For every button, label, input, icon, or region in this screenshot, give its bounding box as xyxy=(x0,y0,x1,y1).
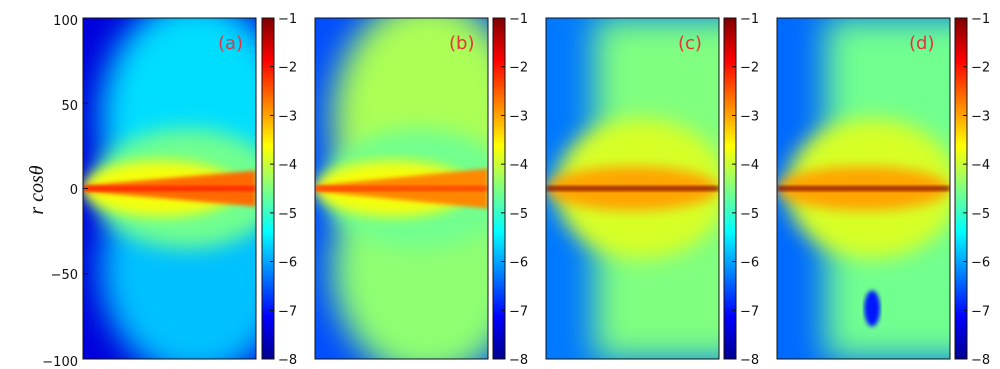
colorbar-tick-label: −7 xyxy=(971,304,990,319)
colorbar-tick-label: −1 xyxy=(278,12,297,27)
y-tick-label: 100 xyxy=(53,14,78,29)
colorbar-tick-label: −3 xyxy=(278,109,297,124)
colorbar-tick-label: −2 xyxy=(509,61,528,76)
y-axis-label: r cosθ xyxy=(26,165,48,214)
colorbar-c: −1 −2 −3 −4 −5 −6 −7 −8 xyxy=(723,12,759,368)
colorbar-tick-label: −6 xyxy=(278,256,297,271)
midplane-layer xyxy=(546,186,719,191)
colorbar-tick-label: −2 xyxy=(278,61,297,76)
panel-a xyxy=(82,17,257,360)
colorbar-gradient xyxy=(954,17,968,360)
midplane-layer xyxy=(777,186,950,191)
colorbar-tick-label: −2 xyxy=(971,61,990,76)
colorbar-tick-label: −1 xyxy=(509,12,528,27)
colorbar-tick-label: −2 xyxy=(740,61,759,76)
panel-b xyxy=(314,17,489,360)
colorbar-tick-label: −8 xyxy=(740,353,759,368)
colorbar-tick-label: −7 xyxy=(509,304,528,319)
colorbar-tick-label: −7 xyxy=(278,304,297,319)
colorbar-tick-label: −4 xyxy=(740,158,759,173)
colorbar-gradient xyxy=(723,17,737,360)
colorbar-tick-label: −5 xyxy=(278,207,297,222)
colorbar-tick-label: −6 xyxy=(971,256,990,271)
colorbar-tick-label: −1 xyxy=(740,12,759,27)
colorbar-tick-label: −5 xyxy=(740,207,759,222)
y-axis: 100 50 0 −50 −100 xyxy=(42,14,78,369)
colorbar-tick-label: −3 xyxy=(740,109,759,124)
colorbar-tick-label: −8 xyxy=(278,353,297,368)
colorbar-gradient xyxy=(261,17,275,360)
colorbar-tick-label: −5 xyxy=(509,207,528,222)
colorbar-tick-label: −6 xyxy=(740,256,759,271)
panel-label-a: (a) xyxy=(218,33,243,54)
low-density-pocket xyxy=(864,290,881,327)
colorbar-gradient xyxy=(492,17,506,360)
colorbar-tick-label: −4 xyxy=(971,158,990,173)
colorbar-tick-label: −3 xyxy=(509,109,528,124)
y-tick-label: −100 xyxy=(42,355,78,369)
colorbar-tick-label: −3 xyxy=(971,109,990,124)
panel-label-d: (d) xyxy=(909,33,934,54)
colorbar-tick-label: −5 xyxy=(971,207,990,222)
panel-c xyxy=(545,17,720,360)
colorbar-tick-label: −8 xyxy=(509,353,528,368)
colorbar-tick-label: −4 xyxy=(278,158,297,173)
colorbar-tick-label: −6 xyxy=(509,256,528,271)
midplane-layer xyxy=(315,186,488,191)
colorbar-b: −1 −2 −3 −4 −5 −6 −7 −8 xyxy=(492,12,528,368)
colorbar-a: −1 −2 −3 −4 −5 −6 −7 −8 xyxy=(261,12,297,368)
y-tick-label: −50 xyxy=(51,268,78,283)
y-tick-label: 0 xyxy=(70,183,78,198)
panel-frame xyxy=(545,17,720,360)
midplane-layer xyxy=(83,186,256,191)
colorbar-tick-label: −8 xyxy=(971,353,990,368)
panel-label-b: (b) xyxy=(449,33,474,54)
y-tick-label: 50 xyxy=(61,99,78,114)
panel-frame xyxy=(314,17,489,360)
colorbar-d: −1 −2 −3 −4 −5 −6 −7 −8 xyxy=(954,12,990,368)
colorbar-tick-label: −1 xyxy=(971,12,990,27)
panel-d xyxy=(776,17,951,360)
panel-label-c: (c) xyxy=(678,33,702,54)
panel-frame xyxy=(776,17,951,360)
colorbar-tick-label: −7 xyxy=(740,304,759,319)
colorbar-tick-label: −4 xyxy=(509,158,528,173)
